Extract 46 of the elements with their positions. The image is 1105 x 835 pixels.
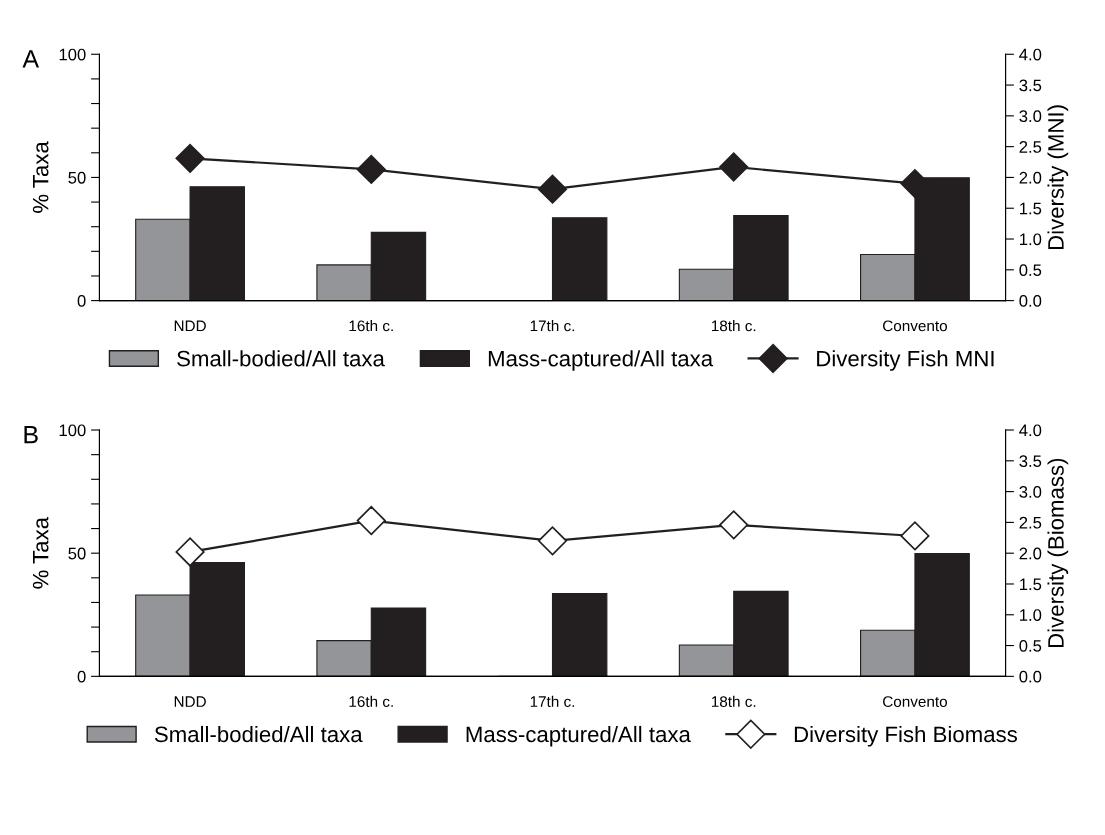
y-axis-title: % Taxa: [32, 516, 49, 589]
x-tick-label: 18th c.: [711, 695, 756, 708]
x-tick-label: 17th c.: [530, 320, 575, 332]
text: A: [22, 50, 40, 68]
y2-tick-label: 0.5: [1019, 264, 1042, 277]
y2-tick-label: 0.0: [1019, 295, 1042, 307]
y2-tick-label: 3.0: [1019, 110, 1042, 123]
y2-tick-label: 3.5: [1019, 79, 1042, 92]
x-tick-label: 18th c.: [711, 320, 756, 332]
y2-tick-label: 1.0: [1020, 233, 1042, 246]
y2-tick-label: 2.5: [1019, 516, 1042, 529]
y2-tick-label: 4.0: [1019, 48, 1042, 61]
x-tick-label: 17th c.: [530, 695, 575, 708]
text: B: [24, 426, 38, 444]
x-tick-label: 16th c.: [349, 695, 393, 708]
y-tick-label: 0: [77, 670, 86, 683]
y2-axis-title: Diversity (MNI): [1047, 105, 1069, 250]
y2-tick-label: 4.0: [1019, 424, 1042, 437]
y2-tick-label: 3.0: [1019, 486, 1042, 498]
x-tick-label: NDD: [174, 320, 206, 332]
x-tick-label: Convento: [883, 696, 947, 708]
y2-tick-label: 2.5: [1019, 141, 1042, 153]
legend-label: Diversity Fish Biomass: [794, 725, 1017, 747]
y2-tick-label: 0.0: [1019, 670, 1042, 683]
y2-tick-label: 1.0: [1020, 609, 1042, 621]
y-tick-label: 100: [59, 424, 86, 437]
y-axis-title: % Taxa: [32, 141, 49, 213]
x-tick-label: Convento: [883, 320, 947, 332]
x-tick-label: 16th c.: [349, 320, 393, 332]
legend-label: Mass-captured/All taxa: [466, 725, 691, 747]
y-tick-label: 50: [68, 171, 86, 184]
y2-tick-label: 1.5: [1020, 578, 1042, 591]
legend-label: Small-bodied/All taxa: [177, 350, 385, 367]
y-tick-label: 50: [68, 547, 86, 560]
legend-label: Mass-captured/All taxa: [488, 350, 714, 371]
y2-tick-label: 2.0: [1019, 547, 1042, 560]
y2-tick-label: 1.5: [1020, 202, 1042, 215]
legend-label: Diversity Fish MNI: [817, 350, 994, 371]
y2-tick-label: 2.0: [1019, 171, 1042, 184]
y2-tick-label: 0.5: [1019, 639, 1042, 652]
y2-axis-title: Diversity (Biomass): [1047, 458, 1069, 648]
y-tick-label: 100: [59, 48, 86, 61]
x-tick-label: NDD: [174, 696, 206, 707]
y2-tick-label: 3.5: [1019, 455, 1042, 468]
legend-label: Small-bodied/All taxa: [154, 725, 363, 743]
y-tick-label: 0: [77, 295, 86, 307]
